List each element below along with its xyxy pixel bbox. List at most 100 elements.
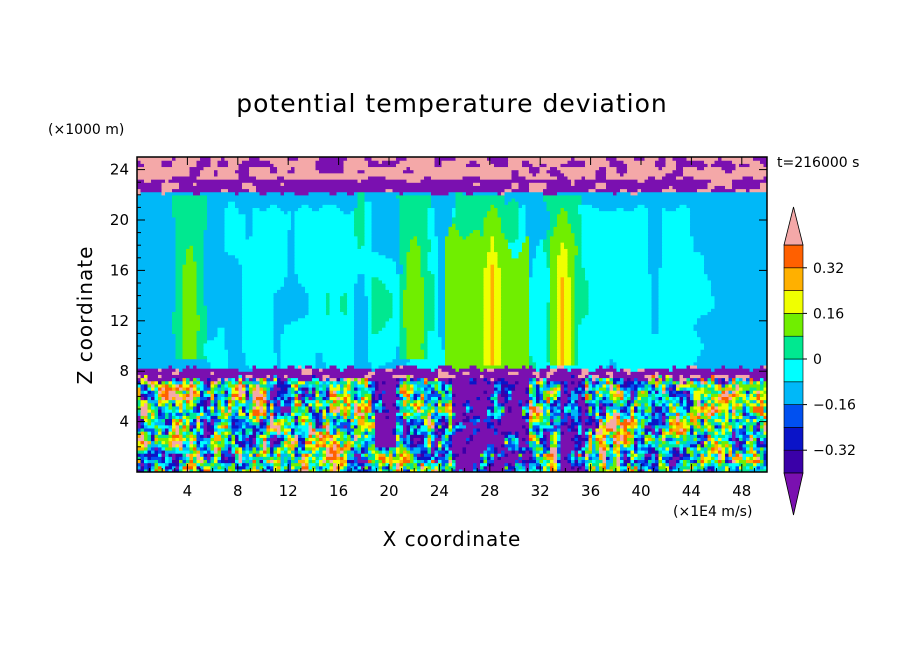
heatmap-cell (420, 342, 429, 347)
heatmap-cell (196, 421, 201, 426)
heatmap-cell (529, 415, 534, 420)
heatmap-cell (651, 456, 656, 460)
heatmap-cell (634, 424, 639, 429)
heatmap-cell (161, 386, 166, 391)
heatmap-cell (280, 333, 355, 338)
heatmap-cell (389, 446, 397, 451)
heatmap-cell (350, 449, 355, 454)
heatmap-cell (690, 393, 695, 397)
heatmap-cell (217, 386, 222, 391)
heatmap-cell (550, 361, 558, 366)
heatmap-cell (287, 374, 313, 379)
heatmap-cell (326, 383, 331, 388)
heatmap-cell (396, 424, 404, 429)
heatmap-cell (378, 462, 383, 467)
heatmap-cell (403, 317, 425, 322)
heatmap-cell (728, 427, 733, 432)
heatmap-cell (641, 390, 646, 394)
heatmap-cell (350, 386, 355, 391)
heatmap-cell (588, 456, 593, 460)
heatmap-cell (445, 393, 450, 397)
heatmap-cell (763, 380, 767, 385)
heatmap-cell (455, 374, 481, 379)
heatmap-cell (560, 393, 569, 397)
heatmap-cell (438, 427, 443, 432)
heatmap-cell (599, 443, 607, 448)
heatmap-cell (179, 468, 184, 472)
heatmap-cell (350, 434, 355, 438)
heatmap-cell (277, 427, 282, 432)
heatmap-cell (326, 380, 331, 385)
heatmap-cell (424, 352, 429, 357)
heatmap-cell (406, 437, 411, 442)
heatmap-cell (644, 468, 649, 472)
heatmap-cell (410, 465, 415, 470)
heatmap-cell (494, 330, 502, 334)
heatmap-cell (270, 377, 275, 382)
heatmap-cell (179, 377, 184, 382)
heatmap-cell (287, 462, 292, 467)
heatmap-cell (144, 383, 149, 388)
heatmap-cell (137, 462, 142, 467)
heatmap-cell (385, 405, 397, 410)
heatmap-cell (252, 446, 257, 451)
heatmap-cell (763, 409, 767, 413)
heatmap-cell (252, 462, 257, 467)
heatmap-cell (329, 383, 334, 388)
heatmap-cell (448, 380, 453, 385)
heatmap-cell (637, 453, 646, 457)
heatmap-cell (732, 409, 737, 413)
heatmap-cell (207, 339, 226, 344)
heatmap-cell (266, 468, 271, 472)
heatmap-cell (553, 437, 558, 442)
heatmap-cell (543, 449, 548, 454)
heatmap-cell (217, 421, 222, 426)
heatmap-cell (508, 364, 523, 369)
heatmap-cell (627, 465, 632, 470)
heatmap-cell (385, 449, 390, 454)
heatmap-cell (553, 380, 562, 385)
heatmap-cell (634, 468, 639, 472)
heatmap-cell (252, 437, 257, 442)
heatmap-cell (644, 456, 649, 460)
heatmap-cell (319, 418, 324, 423)
heatmap-cell (371, 361, 387, 366)
heatmap-cell (560, 415, 565, 420)
heatmap-cell (494, 390, 499, 394)
heatmap-cell (721, 453, 726, 457)
heatmap-cell (735, 437, 740, 442)
heatmap-cell (665, 405, 670, 410)
heatmap-cell (203, 431, 212, 435)
heatmap-cell (539, 418, 544, 423)
heatmap-cell (585, 399, 590, 404)
heatmap-cell (301, 453, 306, 457)
heatmap-cell (525, 364, 530, 369)
heatmap-cell (294, 390, 299, 394)
heatmap-cell (529, 459, 537, 464)
heatmap-cell (154, 437, 159, 442)
heatmap-cell (371, 330, 380, 334)
heatmap-cell (242, 437, 247, 442)
heatmap-cell (249, 405, 254, 410)
heatmap-cell (441, 396, 446, 401)
heatmap-cell (242, 396, 247, 401)
heatmap-cell (445, 402, 450, 407)
heatmap-cell (599, 456, 604, 460)
heatmap-cell (620, 415, 625, 420)
heatmap-cell (242, 453, 250, 457)
heatmap-cell (539, 371, 548, 375)
heatmap-cell (280, 453, 289, 457)
heatmap-cell (375, 437, 397, 442)
heatmap-cell (672, 377, 681, 382)
heatmap-cell (217, 415, 226, 420)
heatmap-cell (742, 405, 747, 410)
heatmap-cell (399, 449, 404, 454)
heatmap-cell (714, 409, 719, 413)
heatmap-cell (210, 399, 215, 404)
heatmap-cell (266, 383, 275, 388)
heatmap-cell (560, 465, 572, 470)
heatmap-cell (718, 446, 723, 451)
heatmap-cell (581, 465, 586, 470)
heatmap-cell (140, 412, 149, 416)
heatmap-cell (350, 409, 355, 413)
